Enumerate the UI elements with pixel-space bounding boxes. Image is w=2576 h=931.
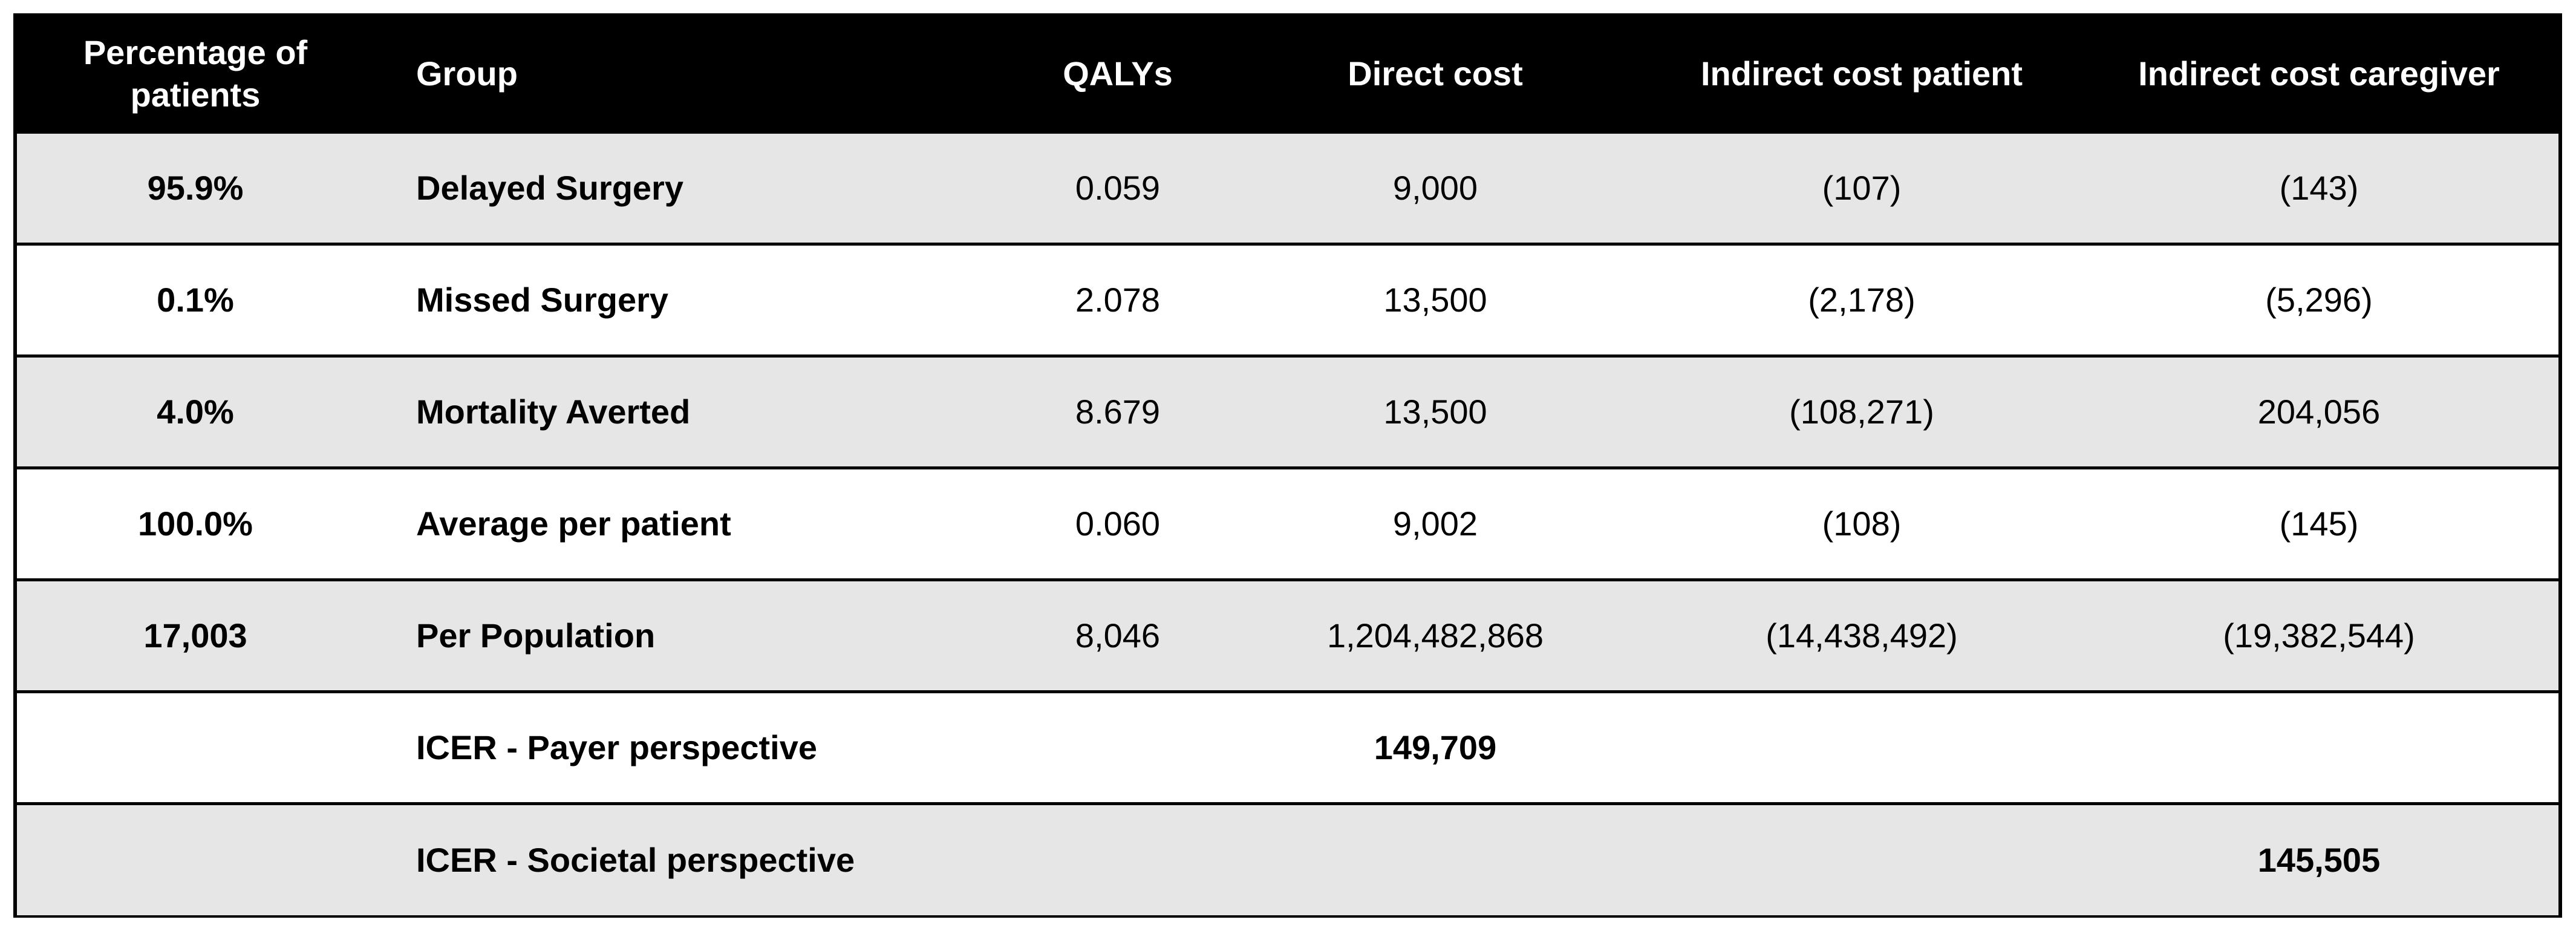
header-percentage-of-patients: Percentage of patients bbox=[83, 33, 308, 114]
cell-indirect-cost-patient: (108,271) bbox=[1789, 393, 1934, 431]
cell-group: Average per patient bbox=[416, 505, 731, 543]
icer-payer-label: ICER - Payer perspective bbox=[416, 728, 817, 766]
table-row: 17,003 Per Population 8,046 1,204,482,86… bbox=[17, 580, 2558, 691]
cell-indirect-cost-caregiver: (5,296) bbox=[2265, 281, 2373, 319]
cell-indirect-cost-patient: (107) bbox=[1822, 169, 1902, 207]
icer-societal-label: ICER - Societal perspective bbox=[416, 841, 855, 880]
cell-empty bbox=[1644, 803, 2079, 915]
cost-effectiveness-table: Percentage of patients Group QALYs Direc… bbox=[17, 17, 2558, 915]
cell-empty bbox=[17, 803, 374, 915]
cell-percentage: 17,003 bbox=[143, 616, 247, 655]
cell-indirect-cost-patient: (14,438,492) bbox=[1766, 616, 1958, 655]
cell-indirect-cost-patient: (2,178) bbox=[1808, 281, 1916, 319]
cell-qalys: 0.059 bbox=[1075, 169, 1161, 207]
cell-direct-cost: 13,500 bbox=[1383, 393, 1487, 431]
cell-indirect-cost-caregiver: (143) bbox=[2279, 169, 2359, 207]
cell-group: Per Population bbox=[416, 616, 656, 655]
cell-empty bbox=[1009, 803, 1227, 915]
cell-empty bbox=[17, 691, 374, 803]
cell-qalys: 8.679 bbox=[1075, 393, 1161, 431]
icer-payer-value: 149,709 bbox=[1374, 728, 1497, 766]
table-header-row: Percentage of patients Group QALYs Direc… bbox=[17, 17, 2558, 132]
cell-qalys: 8,046 bbox=[1075, 616, 1161, 655]
results-table-frame: Percentage of patients Group QALYs Direc… bbox=[13, 13, 2562, 918]
table-row: 95.9% Delayed Surgery 0.059 9,000 (107) … bbox=[17, 132, 2558, 244]
cell-direct-cost: 1,204,482,868 bbox=[1326, 616, 1544, 655]
cell-empty bbox=[1644, 691, 2079, 803]
cell-group: Delayed Surgery bbox=[416, 169, 683, 207]
header-qalys: QALYs bbox=[1063, 54, 1173, 93]
cell-qalys: 0.060 bbox=[1075, 505, 1161, 543]
cell-indirect-cost-caregiver: 204,056 bbox=[2257, 393, 2381, 431]
cell-indirect-cost-caregiver: (145) bbox=[2279, 505, 2359, 543]
cell-percentage: 95.9% bbox=[147, 169, 244, 207]
cell-percentage: 100.0% bbox=[138, 505, 253, 543]
cell-percentage: 0.1% bbox=[157, 281, 234, 319]
icer-societal-row: ICER - Societal perspective 145,505 bbox=[17, 803, 2558, 915]
cell-group: Mortality Averted bbox=[416, 393, 691, 431]
cell-direct-cost: 9,000 bbox=[1392, 169, 1478, 207]
cell-percentage: 4.0% bbox=[157, 393, 234, 431]
table-row: 100.0% Average per patient 0.060 9,002 (… bbox=[17, 468, 2558, 580]
cell-qalys: 2.078 bbox=[1075, 281, 1161, 319]
header-indirect-cost-patient: Indirect cost patient bbox=[1700, 54, 2023, 93]
header-group: Group bbox=[416, 54, 518, 93]
icer-payer-row: ICER - Payer perspective 149,709 bbox=[17, 691, 2558, 803]
icer-societal-value: 145,505 bbox=[2257, 841, 2381, 880]
header-direct-cost: Direct cost bbox=[1348, 54, 1523, 93]
cell-empty bbox=[1009, 691, 1227, 803]
cell-direct-cost: 9,002 bbox=[1392, 505, 1478, 543]
cell-group: Missed Surgery bbox=[416, 281, 669, 319]
header-indirect-cost-caregiver: Indirect cost caregiver bbox=[2138, 54, 2500, 93]
cell-empty bbox=[2079, 691, 2558, 803]
cell-indirect-cost-caregiver: (19,382,544) bbox=[2223, 616, 2415, 655]
cell-direct-cost: 13,500 bbox=[1383, 281, 1487, 319]
cell-indirect-cost-patient: (108) bbox=[1822, 505, 1902, 543]
table-row: 0.1% Missed Surgery 2.078 13,500 (2,178)… bbox=[17, 244, 2558, 356]
cell-empty bbox=[1227, 803, 1644, 915]
table-row: 4.0% Mortality Averted 8.679 13,500 (108… bbox=[17, 356, 2558, 468]
